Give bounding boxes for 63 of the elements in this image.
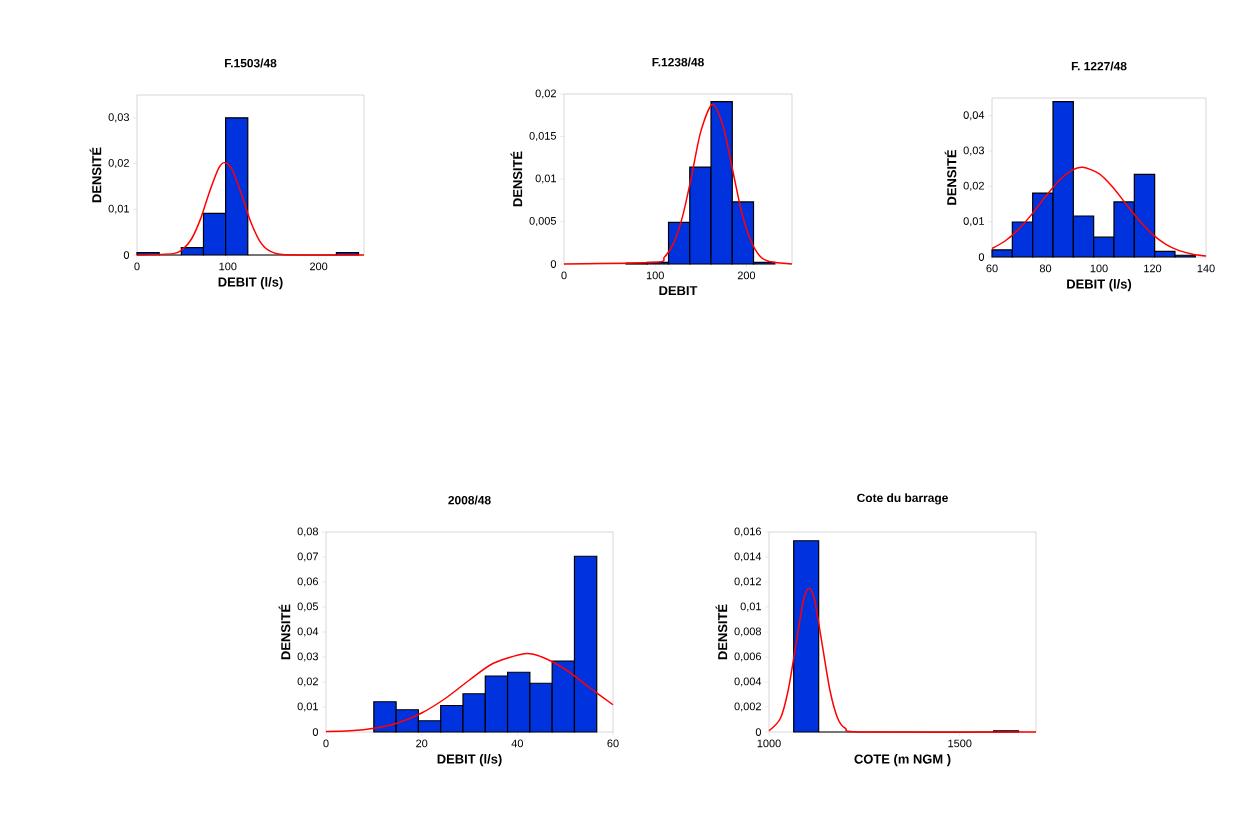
chart-title: F. 1227/48: [1071, 61, 1127, 71]
y-axis-title: DENSITÉ: [510, 151, 523, 207]
x-tick-label: 200: [737, 271, 756, 280]
y-tick-label: 0,04: [963, 111, 985, 121]
y-tick-label: 0,02: [108, 159, 129, 169]
y-tick-label: 0,004: [734, 677, 762, 687]
x-tick-label: 1500: [948, 739, 972, 748]
y-tick-label: 0,07: [297, 552, 318, 562]
x-tick-label: 0: [323, 739, 329, 748]
y-tick-label: 0,01: [963, 217, 984, 227]
y-tick-label: 0,012: [734, 577, 761, 587]
y-tick-label: 0,014: [734, 552, 762, 562]
x-tick-label: 120: [1144, 264, 1162, 273]
x-tick-label: 100: [219, 262, 237, 271]
y-axis-title: DENSITÉ: [89, 147, 102, 203]
y-tick-label: 0,015: [529, 131, 557, 142]
x-tick-label: 0: [561, 271, 567, 280]
x-axis-title: COTE (m NGM ): [854, 754, 951, 767]
y-tick-label: 0,01: [108, 204, 129, 214]
x-axis-title: DEBIT (l/s): [218, 277, 283, 290]
y-tick-label: 0,03: [963, 146, 985, 156]
y-axis-title: DENSITÉ: [944, 149, 957, 205]
x-axis-title: DEBIT (l/s): [1067, 279, 1132, 292]
x-tick-label: 60: [607, 739, 619, 748]
x-tick-label: 1000: [757, 739, 781, 748]
x-tick-label: 60: [986, 264, 998, 273]
y-tick-label: 0: [123, 251, 130, 259]
x-tick-label: 20: [416, 739, 428, 748]
y-tick-label: 0,002: [734, 702, 761, 712]
chart-title: Cote du barrage: [857, 493, 948, 505]
chart-title: F.1238/48: [652, 57, 704, 67]
x-tick-label: 100: [1090, 264, 1108, 273]
y-tick-label: 0,03: [108, 113, 129, 123]
x-tick-label: 0: [134, 262, 140, 271]
x-tick-label: 200: [310, 262, 328, 271]
y-tick-label: 0,06: [297, 577, 318, 587]
y-tick-label: 0,05: [297, 602, 319, 612]
y-tick-label: 0,02: [297, 677, 318, 687]
y-tick-label: 0,005: [529, 216, 557, 227]
y-tick-label: 0,01: [535, 174, 556, 184]
x-tick-label: 100: [646, 271, 664, 280]
chart-title: F.1503/48: [225, 58, 277, 68]
y-tick-label: 0,016: [734, 527, 761, 537]
x-axis-title: DEBIT (l/s): [437, 754, 502, 767]
y-tick-label: 0: [755, 728, 762, 736]
y-tick-label: 0,03: [297, 652, 318, 662]
y-axis-title: DENSITÉ: [715, 604, 728, 660]
y-tick-label: 0,08: [297, 527, 318, 537]
chart-title: 2008/48: [448, 495, 491, 505]
y-tick-label: 0,008: [734, 627, 761, 637]
y-tick-label: 0,01: [740, 602, 761, 612]
y-tick-label: 0: [978, 253, 985, 261]
y-tick-label: 0,04: [297, 627, 319, 637]
y-axis-title: DENSITÉ: [278, 604, 291, 660]
x-axis-title: DEBIT: [659, 286, 698, 296]
y-tick-label: 0,01: [297, 702, 318, 712]
y-tick-label: 0,02: [535, 89, 556, 99]
x-tick-label: 80: [1039, 264, 1052, 273]
y-tick-label: 0: [312, 728, 319, 736]
x-tick-label: 140: [1197, 264, 1215, 273]
y-tick-label: 0,006: [734, 652, 761, 662]
y-tick-label: 0,02: [963, 181, 984, 191]
x-tick-label: 40: [511, 739, 523, 748]
